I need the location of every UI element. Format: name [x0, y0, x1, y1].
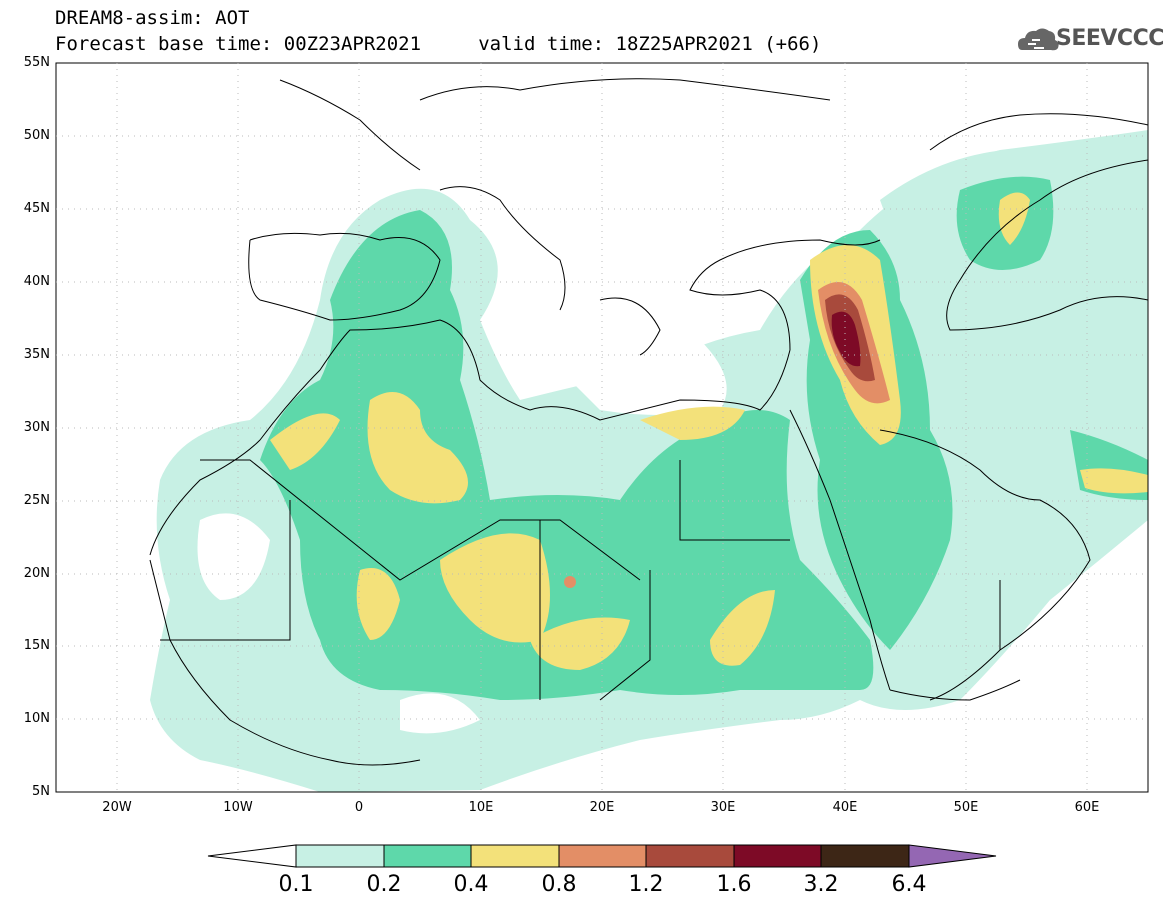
- lat-label: 10N: [23, 711, 50, 726]
- lat-label: 20N: [23, 566, 50, 581]
- colorbar-label: 0.1: [278, 872, 314, 897]
- aot-field: [150, 130, 1148, 792]
- lon-label: 60E: [1074, 800, 1100, 815]
- logo-text: SEEVCCC: [1056, 26, 1164, 51]
- colorbar-label: 0.2: [366, 872, 402, 897]
- colorbar-label: 1.2: [628, 872, 664, 897]
- lat-label: 55N: [23, 55, 50, 70]
- lat-label: 50N: [23, 128, 50, 143]
- map-subtitle: Forecast base time: 00Z23APR2021 valid t…: [55, 33, 822, 55]
- colorbar: [207, 844, 997, 868]
- lon-label: 30E: [710, 800, 736, 815]
- colorbar-label: 0.4: [453, 872, 489, 897]
- lat-label: 45N: [23, 201, 50, 216]
- grid: [56, 63, 1148, 792]
- lat-label: 30N: [23, 420, 50, 435]
- lon-label: 20E: [589, 800, 615, 815]
- lat-label: 35N: [23, 347, 50, 362]
- colorbar-label: 1.6: [716, 872, 752, 897]
- colorbar-label: 0.8: [541, 872, 577, 897]
- lon-label: 50E: [953, 800, 979, 815]
- lon-label: 10E: [468, 800, 494, 815]
- cloud-icon: [1018, 28, 1059, 51]
- colorbar-label: 6.4: [891, 872, 927, 897]
- coastlines: [149, 78, 1148, 766]
- lat-label: 5N: [32, 784, 50, 799]
- map-title: DREAM8-assim: AOT: [55, 7, 250, 29]
- lon-label: 0: [354, 800, 364, 815]
- lat-label: 40N: [23, 274, 50, 289]
- lat-label: 15N: [23, 638, 50, 653]
- colorbar-label: 3.2: [803, 872, 839, 897]
- lon-label: 40E: [832, 800, 858, 815]
- lon-label: 20W: [102, 800, 132, 815]
- lon-label: 10W: [223, 800, 253, 815]
- lat-label: 25N: [23, 493, 50, 508]
